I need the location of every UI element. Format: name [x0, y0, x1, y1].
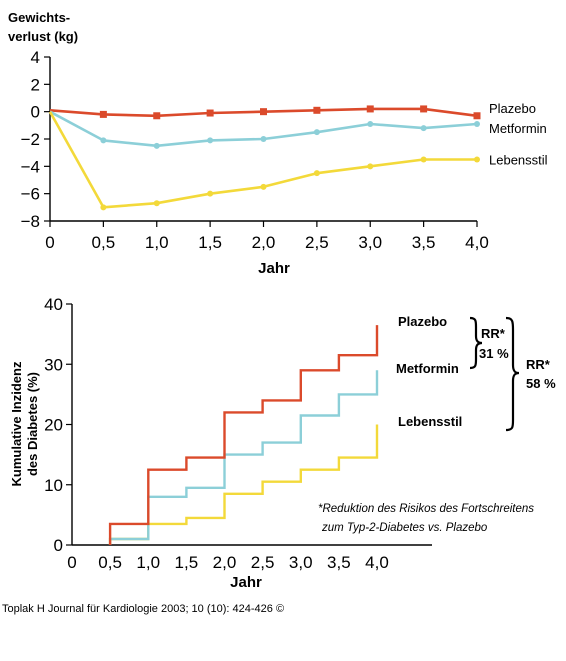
chart1-y-tick-label: 4 — [31, 48, 40, 67]
series-lebensstil-point — [260, 183, 267, 190]
chart1-legend: Plazebo Metformin Lebensstil — [489, 101, 548, 168]
chart2-y-tick-label: 0 — [54, 536, 63, 555]
series-plazebo-point — [473, 112, 481, 120]
series-plazebo-point — [313, 106, 321, 114]
chart2-x-tick-label: 3,5 — [327, 553, 351, 572]
footnote-line1: *Reduktion des Risikos des Fortschreiten… — [318, 503, 534, 515]
chart1-ticks: 4 2 0 −2 −4 −6 −8 0 0,5 1,0 1,5 2,0 2,5 3,0 3,5 4,0 — [21, 48, 489, 252]
series-plazebo-point — [99, 110, 107, 118]
rr-31-value: 31 % — [479, 346, 509, 361]
footnote-line2: zum Typ-2-Diabetes vs. Plazebo — [321, 522, 488, 534]
chart2-x-tick-label: 0 — [67, 553, 76, 572]
legend-step-plazebo: Plazebo — [398, 314, 447, 329]
rr-31-label: RR* — [481, 326, 506, 341]
chart1-x-tick-label: 0 — [45, 233, 54, 252]
chart2-x-tick-label: 2,0 — [213, 553, 237, 572]
legend-metformin: Metformin — [489, 121, 547, 136]
chart1-y-tick-label: 0 — [31, 103, 40, 122]
chart1-x-tick-label: 2,5 — [305, 233, 329, 252]
series-metformin-point — [420, 125, 427, 132]
chart1-x-tick-label: 3,5 — [412, 233, 436, 252]
rr-58-label: RR* — [526, 357, 551, 372]
chart1-x-tick-label: 3,0 — [358, 233, 382, 252]
legend-lebensstil: Lebensstil — [489, 153, 548, 168]
chart2-x-tick-label: 2,5 — [251, 553, 275, 572]
rr-bracket-58 — [505, 316, 520, 432]
chart2-ylabel-line2: des Diabetes (%) — [25, 372, 40, 476]
chart1-series — [48, 105, 481, 211]
legend-plazebo: Plazebo — [489, 101, 536, 116]
chart2-x-tick-label: 1,0 — [136, 553, 160, 572]
series-lebensstil-point — [313, 170, 320, 177]
series-lebensstil-point — [367, 163, 374, 170]
chart1-y-tick-label: −2 — [21, 130, 40, 149]
chart1-y-tick-label: −8 — [21, 212, 40, 231]
chart2-y-tick-label: 40 — [44, 295, 63, 314]
series-plazebo-point — [420, 105, 428, 113]
chart1-y-tick-label: −6 — [21, 185, 40, 204]
chart2-x-tick-label: 4,0 — [365, 553, 389, 572]
chart1-x-tick-label: 0,5 — [92, 233, 116, 252]
series-plazebo-point — [366, 105, 374, 113]
chart1-ylabel-line1: Gewichts- — [8, 10, 70, 25]
series-plazebo-point — [153, 112, 161, 120]
series-plazebo-point — [206, 109, 214, 117]
chart2-y-tick-label: 20 — [44, 416, 63, 435]
chart1-x-tick-label: 1,5 — [198, 233, 222, 252]
chart1-x-tick-label: 2,0 — [252, 233, 276, 252]
chart2-x-tick-label: 1,5 — [175, 553, 199, 572]
chart1-x-tick-label: 4,0 — [465, 233, 489, 252]
chart2-legend: Plazebo Metformin Lebensstil — [396, 314, 462, 429]
series-plazebo-point — [260, 108, 267, 116]
figure: Gewichts- verlust (kg) 420−2−4−6−80 0,5 1,… — [8, 10, 556, 591]
chart2-ticks: 0 10 20 30 40 0 0,5 1,0 1,5 2,0 2,5 3,0 3,5 4,0 — [44, 295, 389, 572]
series-metformin-point — [153, 142, 160, 149]
source-credit: Toplak H Journal für Kardiologie 2003; 1… — [2, 603, 285, 615]
series-lebensstil-point — [474, 156, 480, 163]
step-metformin-line — [108, 370, 379, 545]
legend-step-metformin: Metformin — [396, 361, 459, 376]
series-metformin-point — [313, 129, 320, 136]
series-metformin-point — [367, 120, 374, 127]
legend-step-lebensstil: Lebensstil — [398, 414, 462, 429]
series-lebensstil-point — [153, 200, 160, 207]
chart2-xlabel: Jahr — [230, 574, 262, 591]
chart2-ylabel-line1: Kumulative Inzidenz — [9, 361, 24, 486]
chart1-ylabel-line2: verlust (kg) — [8, 29, 78, 44]
step-plazebo-line — [108, 325, 379, 545]
chart1-x-tick-label: 1,0 — [145, 233, 169, 252]
series-metformin-point — [474, 120, 480, 127]
chart1-xlabel: Jahr — [258, 260, 290, 277]
rr-bracket-31 — [469, 316, 483, 370]
chart1-y-tick-label: −4 — [21, 157, 40, 176]
series-lebensstil-point — [207, 190, 214, 197]
series-metformin-point — [260, 136, 267, 142]
weight-loss-chart: Gewichts- verlust (kg) 4 2 0 −2 −4 −6 −8 0 0,5 1,… — [8, 10, 548, 277]
chart2-x-tick-label: 3,0 — [289, 553, 313, 572]
diabetes-incidence-chart: Kumulative Inzidenz des Diabetes (%) 0 10… — [9, 295, 556, 591]
chart2-series — [108, 325, 379, 545]
series-metformin-point — [100, 137, 107, 144]
chart1-y-tick-label: 2 — [31, 75, 40, 94]
series-lebensstil-point — [420, 156, 427, 163]
rr-58-value: 58 % — [526, 376, 556, 391]
chart2-y-tick-label: 10 — [44, 476, 63, 495]
series-lebensstil-point — [100, 204, 107, 211]
chart2-x-tick-label: 0,5 — [98, 553, 122, 572]
series-metformin-point — [207, 137, 214, 144]
chart2-y-tick-label: 30 — [44, 355, 63, 374]
